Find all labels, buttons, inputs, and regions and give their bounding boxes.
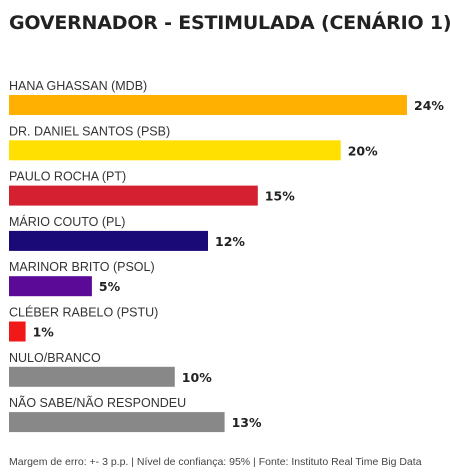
chart-title: GOVERNADOR - ESTIMULADA (CENÁRIO 1) <box>9 12 450 34</box>
category-label: HANA GHASSAN (MDB) <box>9 79 147 93</box>
bar-chart: HANA GHASSAN (MDB) 24% DR. DANIEL SANTOS (… <box>9 79 444 433</box>
value-label: 15% <box>265 189 295 204</box>
bar <box>9 185 258 206</box>
value-label: 1% <box>33 325 55 340</box>
bar <box>9 321 26 342</box>
bar <box>9 95 407 115</box>
value-label: 5% <box>99 279 121 294</box>
category-label: NÃO SABE/NÃO RESPONDEU <box>9 396 186 410</box>
bar <box>9 276 92 297</box>
bar <box>9 412 225 433</box>
value-label: 24% <box>414 98 444 113</box>
category-label: PAULO ROCHA (PT) <box>9 170 126 184</box>
value-label: 13% <box>232 415 262 430</box>
category-label: MÁRIO COUTO (PL) <box>9 214 125 229</box>
value-label: 12% <box>215 234 245 249</box>
value-label: 10% <box>182 370 212 385</box>
bar <box>9 366 175 387</box>
bar <box>9 230 208 251</box>
category-label: MARINOR BRITO (PSOL) <box>9 260 155 274</box>
value-label: 20% <box>348 143 378 158</box>
category-label: CLÉBER RABELO (PSTU) <box>9 305 158 320</box>
chart-footer-note: Margem de erro: +- 3 p.p. | Nível de con… <box>9 456 422 468</box>
category-label: NULO/BRANCO <box>9 351 101 365</box>
category-label: DR. DANIEL SANTOS (PSB) <box>9 124 170 138</box>
bar <box>9 140 341 161</box>
